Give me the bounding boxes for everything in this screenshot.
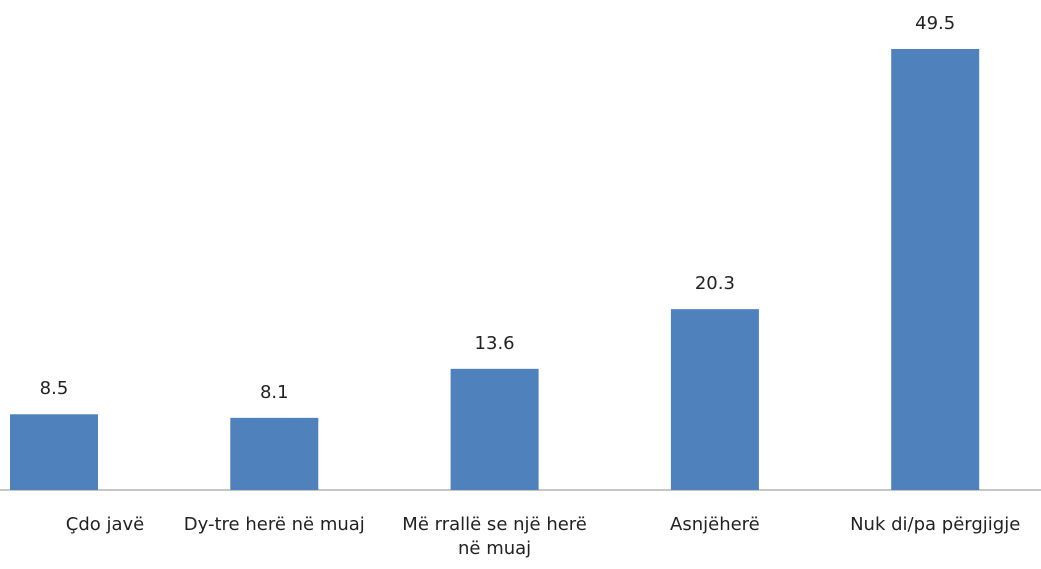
value-label: 8.5 [39, 378, 69, 400]
value-label: 20.3 [694, 273, 735, 295]
value-label: 8.1 [259, 381, 289, 403]
bar [891, 49, 980, 490]
value-label: 49.5 [915, 13, 956, 34]
bar [450, 368, 539, 490]
bar [230, 417, 319, 490]
bar [670, 309, 759, 490]
x-tick-label: Asnjëherë [670, 514, 760, 535]
x-tick-label: Nuk di/pa përgjigje [850, 514, 1021, 535]
x-tick-label: Çdo javë [65, 514, 145, 535]
x-tick-label: Dy-tre herë në muaj [183, 514, 365, 535]
bar [10, 414, 98, 490]
x-tick-label: Më rrallë se një herë në muaj [402, 514, 587, 559]
value-label: 13.6 [474, 332, 515, 354]
